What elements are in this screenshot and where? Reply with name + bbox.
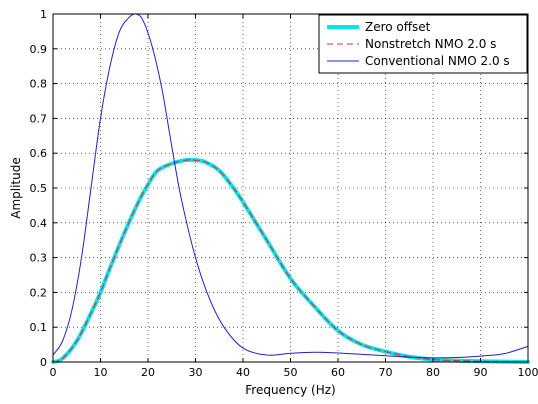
y-tick-label: 0.7 [30,112,48,125]
x-tick-label: 50 [284,366,298,379]
x-tick-label: 30 [189,366,203,379]
y-tick-label: 0.2 [30,286,48,299]
y-tick-label: 0.3 [30,252,48,265]
legend: Zero offset Nonstretch NMO 2.0 s Conventio… [319,15,527,73]
y-tick-label: 0.1 [30,321,48,334]
y-tick-label: 0.6 [30,147,48,160]
y-axis-label: Amplitude [9,157,23,219]
y-tick-label: 0.4 [30,217,48,230]
y-tick-label: 0 [40,356,47,369]
legend-label: Nonstretch NMO 2.0 s [365,37,496,51]
x-axis-label: Frequency (Hz) [245,383,336,397]
y-tick-label: 0.8 [30,78,48,91]
x-tick-label: 70 [379,366,393,379]
x-tick-label: 90 [474,366,488,379]
y-tick-label: 0.5 [30,182,48,195]
x-tick-label: 20 [141,366,155,379]
x-tick-label: 0 [50,366,57,379]
x-tick-label: 40 [236,366,250,379]
y-tick-label: 1 [40,8,47,21]
x-tick-label: 10 [94,366,108,379]
legend-label: Conventional NMO 2.0 s [365,54,510,68]
x-tick-label: 60 [331,366,345,379]
x-tick-label: 80 [426,366,440,379]
legend-label: Zero offset [365,20,431,34]
x-tick-label: 100 [518,366,538,379]
y-tick-label: 0.9 [30,43,48,56]
